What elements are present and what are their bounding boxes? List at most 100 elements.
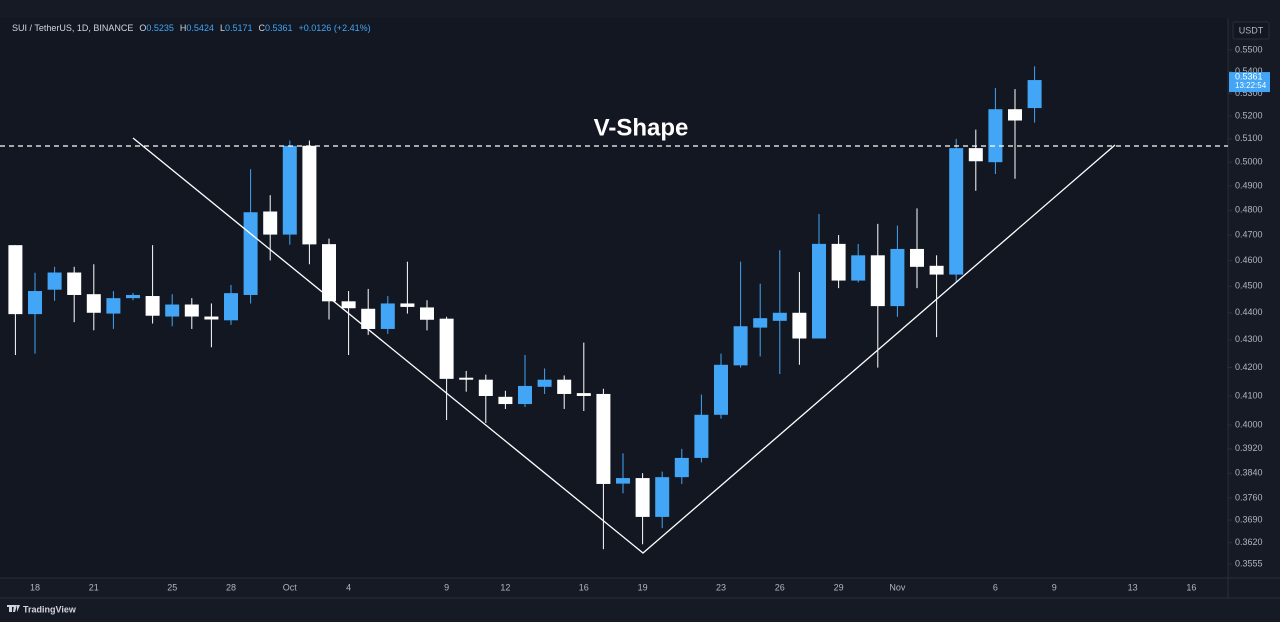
candle-body xyxy=(439,318,454,379)
candle-body xyxy=(341,301,356,309)
candle-body xyxy=(714,364,728,415)
countdown: 13:22:54 xyxy=(1235,81,1267,90)
x-tick-label: 6 xyxy=(993,582,998,592)
candle-body xyxy=(988,109,1003,163)
x-tick-label: 26 xyxy=(775,582,785,592)
candle-body xyxy=(420,307,434,320)
y-axis: 0.5500 0.5400 0.5300 0.5200 0.5100 0.5000 0.49… xyxy=(1228,44,1263,568)
x-tick-label: 21 xyxy=(89,582,99,592)
x-tick-label: 16 xyxy=(1186,582,1196,592)
candle-body xyxy=(263,211,278,235)
candle-body xyxy=(1008,109,1022,121)
candle-body xyxy=(674,457,689,478)
y-tick-label: 0.5200 xyxy=(1235,110,1263,120)
brand-logo xyxy=(7,605,20,612)
candle-body xyxy=(361,308,376,329)
candle-body xyxy=(851,255,866,281)
x-tick-label: 16 xyxy=(579,582,589,592)
candle-body xyxy=(126,294,140,299)
candle-body xyxy=(655,477,670,517)
candle-body xyxy=(8,245,23,315)
x-tick-label: 9 xyxy=(444,582,449,592)
candle-body xyxy=(518,385,532,405)
candle-body xyxy=(380,303,395,329)
x-tick-label: 19 xyxy=(638,582,648,592)
candles xyxy=(8,66,1042,550)
y-tick-label: 0.4500 xyxy=(1235,281,1263,291)
y-tick-label: 0.4100 xyxy=(1235,390,1263,400)
candle-body xyxy=(478,379,493,396)
y-tick-label: 0.4300 xyxy=(1235,334,1263,344)
candle-body xyxy=(459,377,474,380)
brand: TradingView xyxy=(23,604,77,614)
change: +0.0126 (+2.41%) xyxy=(299,23,371,33)
currency-box[interactable] xyxy=(1232,21,1270,40)
y-tick-label: 0.5500 xyxy=(1235,44,1263,54)
y-tick-label: 0.4200 xyxy=(1235,362,1263,372)
y-tick-label: 0.3760 xyxy=(1235,492,1263,502)
candle-body xyxy=(282,145,297,235)
candle-body xyxy=(106,298,121,314)
x-tick-label: 29 xyxy=(834,582,844,592)
candle-body xyxy=(28,291,42,315)
ohlc-label: L xyxy=(220,23,225,33)
candle-body xyxy=(224,293,238,321)
candle-body xyxy=(302,145,317,245)
candle-body xyxy=(184,304,199,317)
symbol: SUI / TetherUS, 1D, BINANCE xyxy=(12,23,133,33)
candle-body xyxy=(47,272,62,290)
y-tick-label: 0.4700 xyxy=(1235,229,1263,239)
y-tick-label: 0.4900 xyxy=(1235,180,1263,190)
y-tick-label: 0.5300 xyxy=(1235,88,1263,98)
y-tick-label: 0.5400 xyxy=(1235,66,1263,76)
candle-body xyxy=(910,248,924,267)
header: SUI / TetherUS, 1D, BINANCE O0.5235 H0.542… xyxy=(12,23,371,33)
candle-body xyxy=(596,393,611,484)
x-tick-label: Nov xyxy=(889,582,906,592)
candle-body xyxy=(204,316,219,320)
candle-body xyxy=(753,318,768,328)
y-tick-label: 0.5100 xyxy=(1235,133,1263,143)
v-shape-lines xyxy=(132,137,1116,554)
candle-body xyxy=(1027,80,1042,109)
candle-body xyxy=(557,379,572,394)
currency: USDT xyxy=(1239,25,1264,35)
candle-body xyxy=(635,478,650,517)
candle-body xyxy=(733,326,748,366)
candle-body xyxy=(694,414,709,458)
candle-body xyxy=(812,243,826,339)
x-tick-label: 12 xyxy=(500,582,510,592)
ohlc-value: 0.5424 xyxy=(186,23,214,33)
ohlc-label: C xyxy=(259,23,266,33)
candle-body xyxy=(400,303,415,307)
x-tick-label: 25 xyxy=(167,582,177,592)
y-tick-label: 0.3555 xyxy=(1235,558,1263,568)
candle-body xyxy=(537,379,552,387)
y-tick-label: 0.4600 xyxy=(1235,255,1263,265)
candle-body xyxy=(576,393,591,396)
x-tick-label: 28 xyxy=(226,582,236,592)
candle-body xyxy=(322,244,336,302)
candle-body xyxy=(243,212,258,295)
candle-body xyxy=(949,148,964,275)
y-tick-label: 0.4800 xyxy=(1235,205,1263,215)
x-tick-label: 9 xyxy=(1052,582,1057,592)
ohlc-value: 0.5171 xyxy=(225,23,253,33)
last-price-box xyxy=(1229,72,1270,93)
ohlc-label: O xyxy=(139,23,146,33)
candle-body xyxy=(870,255,885,307)
last-price: 0.5361 xyxy=(1235,71,1263,81)
candle-body xyxy=(968,148,983,162)
y-tick-label: 0.4400 xyxy=(1235,307,1263,317)
y-tick-label: 0.3620 xyxy=(1235,537,1263,547)
y-tick-label: 0.3920 xyxy=(1235,443,1263,453)
candle-body xyxy=(86,294,101,313)
candle-body xyxy=(890,248,905,307)
x-tick-label: 18 xyxy=(30,582,40,592)
candle-body xyxy=(929,265,944,275)
candle-body xyxy=(145,296,160,316)
annotation: V-Shape xyxy=(594,114,689,141)
plot-area xyxy=(0,18,1228,578)
ohlc-value: 0.5235 xyxy=(146,23,174,33)
